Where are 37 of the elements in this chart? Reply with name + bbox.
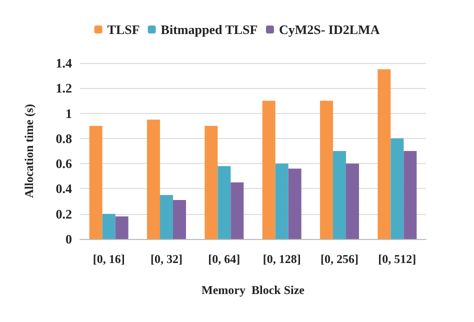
bar xyxy=(262,100,276,239)
y-tick-label: 0 xyxy=(66,232,72,246)
x-tick-label: [0, 64] xyxy=(208,252,240,266)
y-tick-label: 1.2 xyxy=(56,80,72,96)
bar xyxy=(275,164,288,239)
x-axis-title: Memory Block Size xyxy=(202,283,306,297)
y-tick-label: 1.4 xyxy=(56,56,72,70)
x-tick-label: [0, 128] xyxy=(262,252,301,266)
y-axis-title: Allocation time (s) xyxy=(22,104,36,198)
bar xyxy=(346,164,359,239)
x-tick-label: [0, 16] xyxy=(92,252,125,266)
y-tick-label: 0.4 xyxy=(56,181,72,196)
legend-label: TLSF xyxy=(107,22,140,37)
legend-label: CyM2S- ID2LMA xyxy=(278,22,380,37)
y-tick-label: 0.8 xyxy=(56,130,72,146)
bar xyxy=(147,120,160,239)
bar xyxy=(378,69,391,239)
bar xyxy=(160,195,173,239)
bar xyxy=(102,214,116,239)
bar xyxy=(404,151,417,239)
legend-label: Bitmapped TLSF xyxy=(160,22,258,37)
bar xyxy=(115,216,128,239)
bar xyxy=(390,138,404,239)
x-tick-label: [0, 256] xyxy=(320,252,358,266)
bar xyxy=(218,166,231,239)
bar xyxy=(204,126,218,239)
x-tick-label: [0, 32] xyxy=(150,252,182,266)
bar xyxy=(89,126,102,239)
y-tick-label: 1 xyxy=(66,106,72,121)
bar xyxy=(333,151,346,239)
bar xyxy=(173,200,186,239)
y-tick-label: 0.6 xyxy=(56,156,72,172)
bar xyxy=(320,100,333,239)
y-tick-label: 0.2 xyxy=(56,206,72,222)
x-tick-label: [0, 512] xyxy=(378,252,416,266)
bar xyxy=(230,182,244,239)
bar xyxy=(288,168,302,239)
